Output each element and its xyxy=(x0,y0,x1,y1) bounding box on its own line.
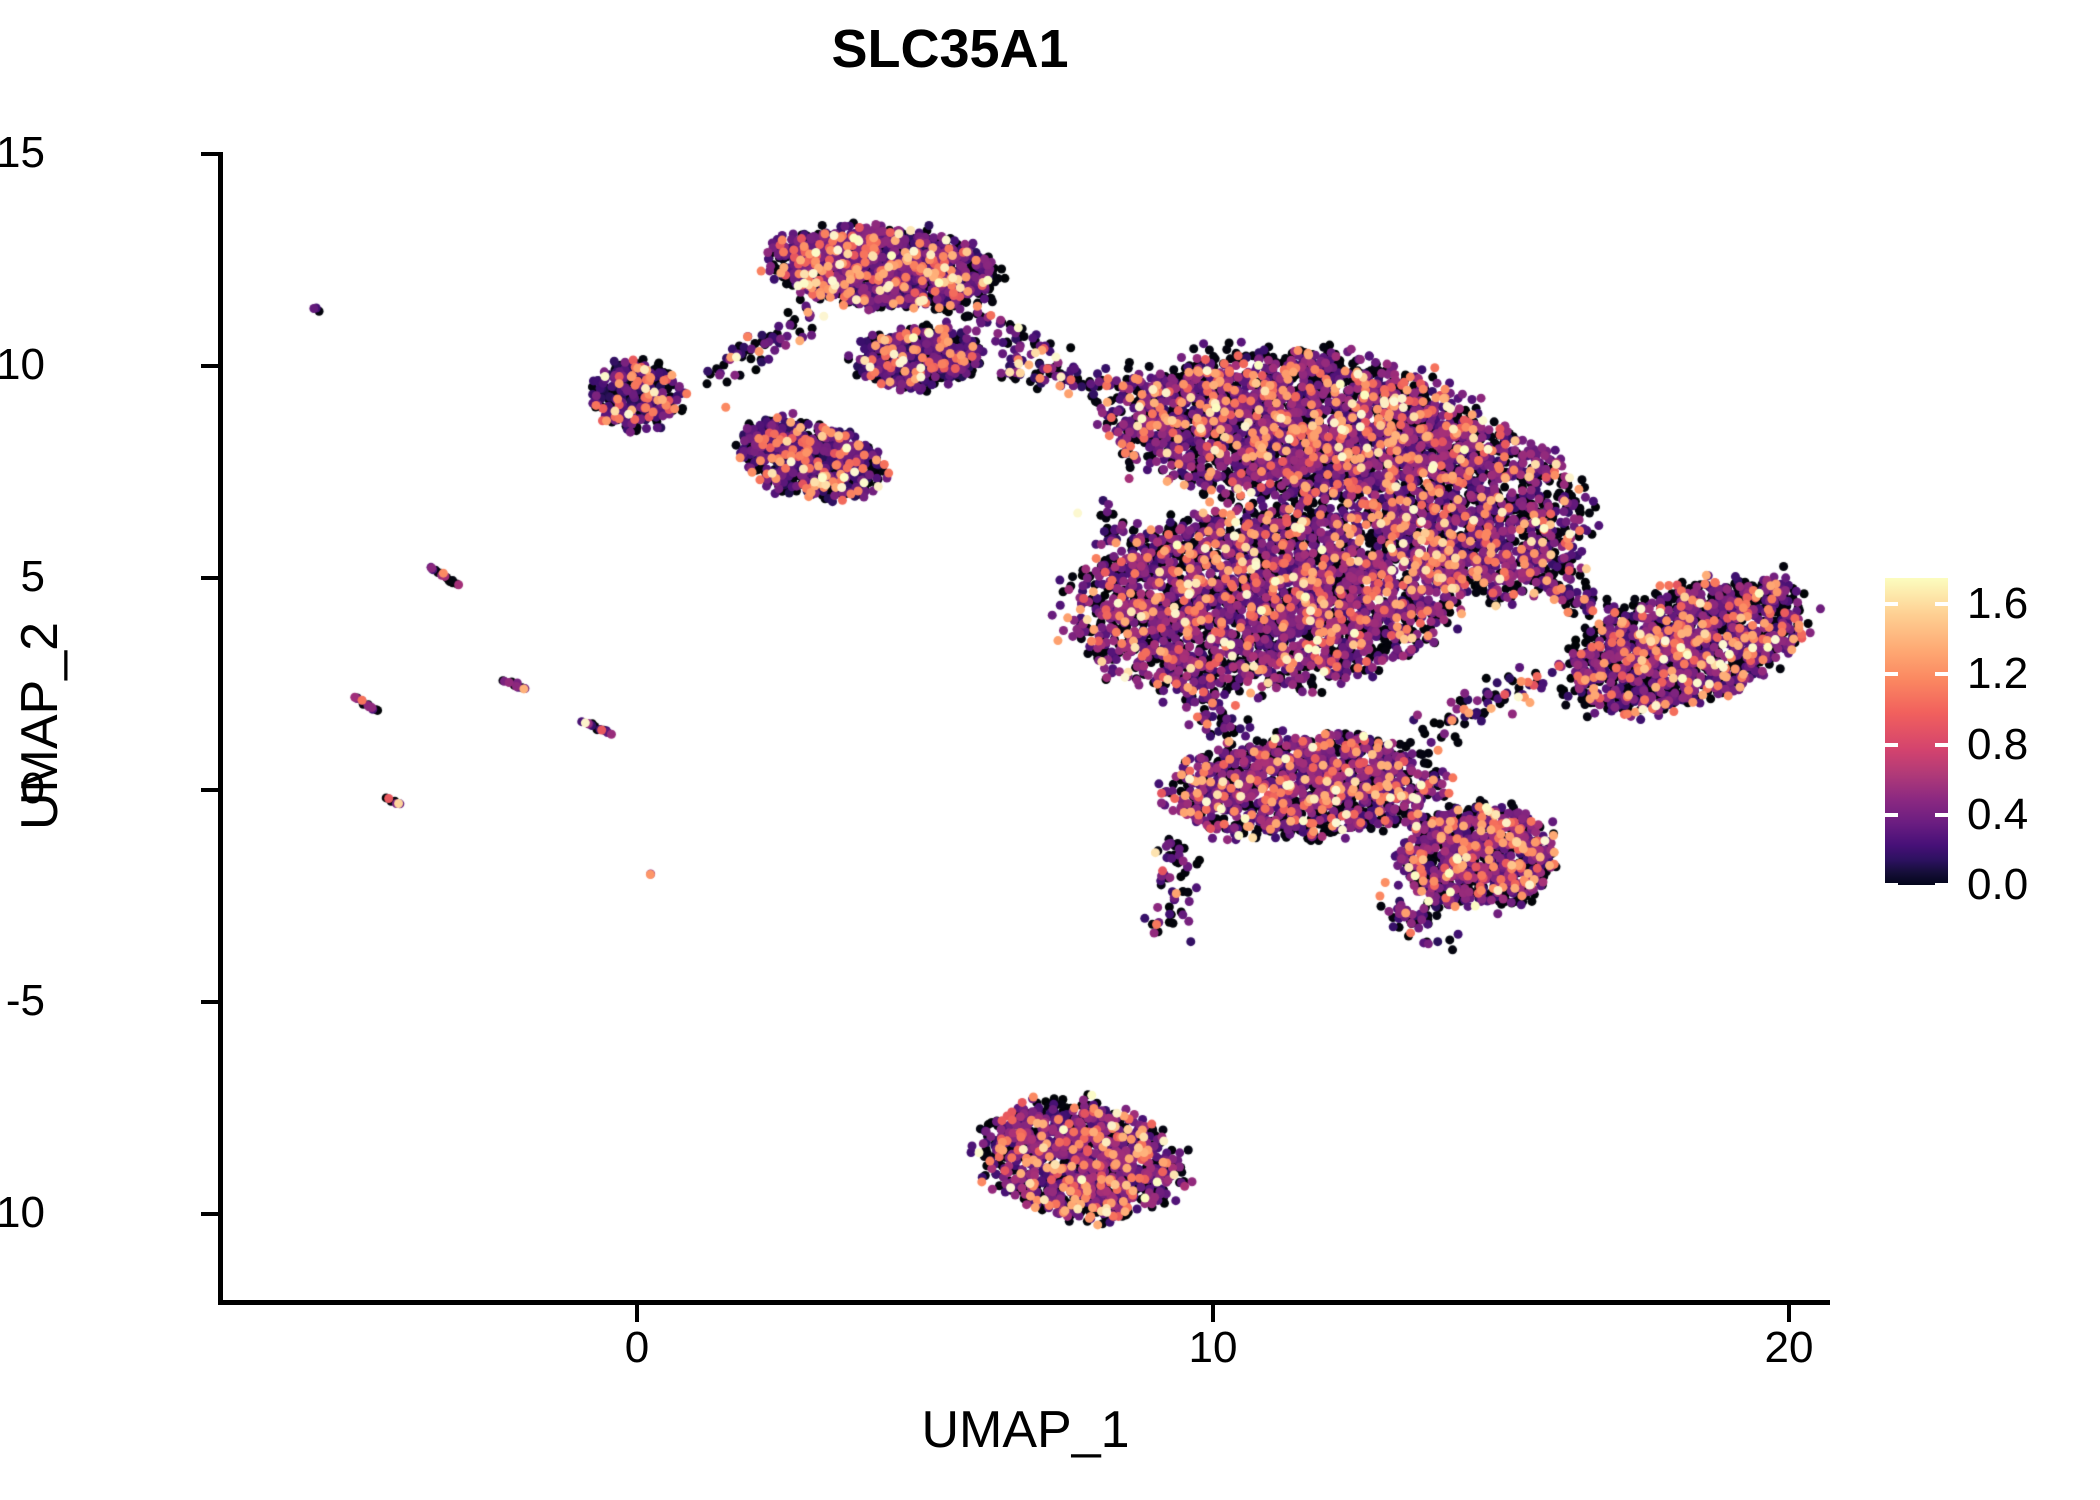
colorbar-tick-mark xyxy=(1935,742,1948,747)
y-tick-label: -10 xyxy=(0,1188,45,1237)
x-tick-label: 0 xyxy=(624,1323,650,1372)
colorbar-legend: 1.6 1.2 0.8 0.4 0.0 xyxy=(1885,578,2085,907)
y-tick-label: 15 xyxy=(0,128,45,177)
y-axis-title: UMAP_2 xyxy=(11,621,69,831)
x-tick-mark xyxy=(635,1305,639,1322)
x-axis-title: UMAP_1 xyxy=(921,1401,1130,1459)
y-tick-mark xyxy=(201,1000,218,1004)
colorbar-tick-mark xyxy=(1935,883,1948,887)
y-axis-line xyxy=(218,152,223,1305)
colorbar-tick-mark xyxy=(1885,672,1898,677)
colorbar-tick-label: 1.6 xyxy=(1967,579,2029,629)
y-tick-mark xyxy=(201,788,218,792)
colorbar-tick-label: 0.4 xyxy=(1967,789,2029,839)
y-tick-label: 0 xyxy=(20,764,45,813)
x-tick-mark xyxy=(1787,1305,1791,1322)
y-tick-label: 10 xyxy=(0,340,45,389)
colorbar-tick-mark xyxy=(1885,602,1898,607)
scatter-plot-canvas xyxy=(222,150,1829,1303)
x-tick-mark xyxy=(1211,1305,1215,1322)
x-axis-line xyxy=(218,1300,1830,1305)
colorbar-tick-label: 0.8 xyxy=(1967,719,2029,769)
colorbar-tick-mark xyxy=(1935,602,1948,607)
y-tick-mark xyxy=(201,576,218,580)
y-tick-mark xyxy=(201,1212,218,1216)
y-tick-mark xyxy=(201,152,218,156)
colorbar-tick-mark xyxy=(1885,742,1898,747)
colorbar-tick-mark xyxy=(1935,812,1948,817)
x-tick-label: 20 xyxy=(1764,1323,1814,1372)
colorbar-tick-mark xyxy=(1885,883,1898,887)
colorbar-tick-mark xyxy=(1935,672,1948,677)
y-tick-label: -5 xyxy=(5,976,45,1025)
y-tick-label: 5 xyxy=(20,552,45,601)
colorbar-tick-label: 1.2 xyxy=(1967,649,2029,699)
colorbar-gradient xyxy=(1885,578,1948,885)
x-tick-label: 10 xyxy=(1188,1323,1238,1372)
page-title: SLC35A1 xyxy=(831,19,1069,79)
plot-panel xyxy=(222,150,1829,1303)
colorbar-tick-mark xyxy=(1885,812,1898,817)
y-tick-mark xyxy=(201,364,218,368)
colorbar-tick-label: 0.0 xyxy=(1967,860,2029,909)
